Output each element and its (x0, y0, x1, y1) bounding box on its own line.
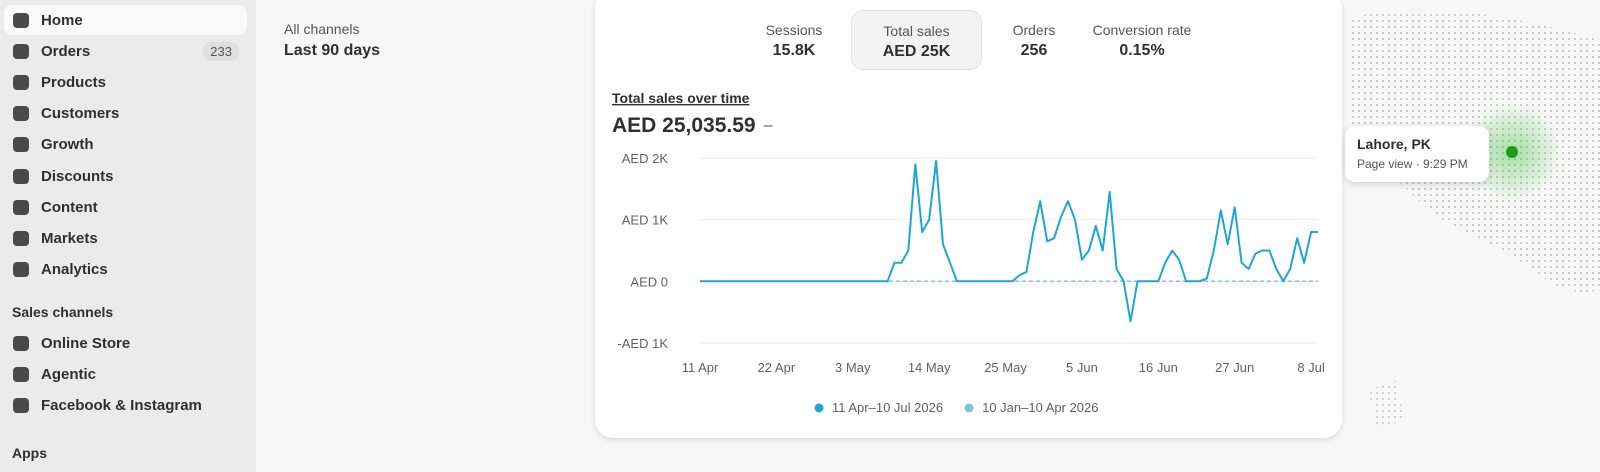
metric-label: Total sales (883, 23, 950, 39)
nav-item[interactable]: Markets (4, 223, 247, 253)
nav-label: Customers (41, 105, 120, 123)
map (1348, 9, 1600, 430)
channel-label: Agentic (41, 365, 97, 383)
metric-value: 256 (1020, 42, 1048, 59)
nav-item[interactable]: Customers (4, 99, 247, 129)
channel-icon (13, 366, 29, 382)
metric-value: AED 25K (882, 43, 951, 60)
nav-icon (13, 74, 29, 90)
nav-icon (13, 230, 29, 246)
nav-label: Content (41, 198, 98, 216)
channel-label: Online Store (41, 334, 131, 352)
nav-item[interactable]: Content (4, 192, 247, 222)
channel-item[interactable]: Facebook & Instagram (4, 390, 247, 420)
nav-label: Orders (41, 42, 91, 60)
nav-label: Markets (41, 229, 98, 247)
metric-label: Conversion rate (1092, 22, 1192, 38)
nav-icon (13, 137, 29, 153)
nav-icon (13, 43, 29, 59)
metric-value: 15.8K (772, 42, 816, 59)
metric-value: 0.15% (1119, 42, 1165, 59)
nav-icon (13, 106, 29, 122)
nav-label: Growth (41, 136, 94, 154)
map-land (1368, 380, 1403, 430)
nav-item[interactable]: Orders 233 (4, 36, 247, 66)
nav-item[interactable]: Home (4, 5, 247, 35)
metric-label: Sessions (765, 22, 823, 38)
sidebar: Home Orders 233 Products Customers Growth Disc… (0, 0, 256, 472)
nav-label: Analytics (41, 261, 108, 279)
nav-item[interactable]: Analytics (4, 255, 247, 285)
metric-label: Orders (1012, 22, 1056, 38)
metric-tab[interactable]: Total sales AED 25K (851, 10, 982, 70)
section-heading[interactable]: Apps (12, 445, 47, 461)
nav-icon (13, 168, 29, 184)
metric-tab[interactable]: Sessions 15.8K (756, 10, 832, 70)
map-marker[interactable] (1506, 146, 1518, 158)
tooltip-location: Lahore, PK (1357, 136, 1431, 152)
channel-item[interactable]: Online Store (4, 328, 247, 358)
map-tooltip: Lahore, PK Page view · 9:29 PM (1345, 126, 1489, 182)
nav-icon (13, 12, 29, 28)
section-heading[interactable]: Sales channels (12, 304, 114, 320)
nav-icon (13, 199, 29, 215)
tooltip-detail: Page view · 9:29 PM (1357, 157, 1468, 171)
nav-badge: 233 (203, 41, 239, 61)
channel-item[interactable]: Agentic (4, 359, 247, 389)
date-range[interactable]: Last 90 days (284, 42, 381, 59)
metric-tab[interactable]: Conversion rate 0.15% (1082, 10, 1202, 70)
nav-item[interactable]: Growth (4, 130, 247, 160)
nav-item[interactable]: Products (4, 67, 247, 97)
nav-label: Home (41, 11, 83, 29)
nav-icon (13, 262, 29, 278)
channel-icon (13, 335, 29, 351)
channel-filter[interactable]: All channels (284, 21, 360, 37)
nav-label: Products (41, 73, 107, 91)
nav-label: Discounts (41, 167, 114, 185)
metric-tab[interactable]: Orders 256 (996, 10, 1072, 70)
channel-label: Facebook & Instagram (41, 396, 202, 414)
channel-icon (13, 397, 29, 413)
nav-item[interactable]: Discounts (4, 161, 247, 191)
